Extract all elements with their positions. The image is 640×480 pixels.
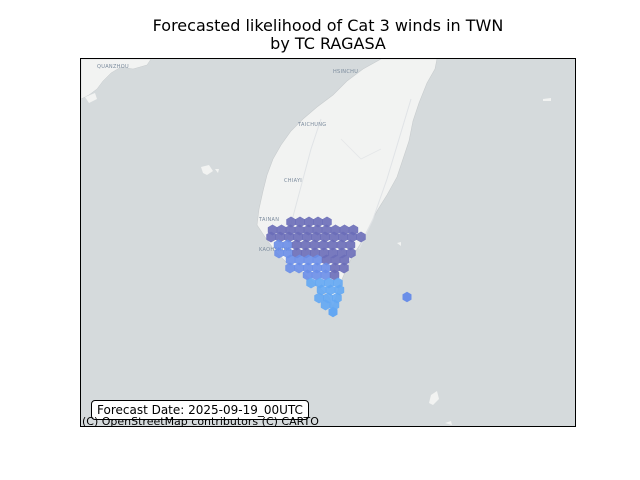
likelihood-hexbin-cell: [356, 231, 366, 243]
forecast-date-label: Forecast Date: 2025-09-19_00UTC: [91, 400, 309, 420]
likelihood-hexbin-layer: [266, 216, 412, 318]
road-line: [358, 98, 412, 250]
penghu-island: [201, 165, 213, 175]
city-label-hsinchu: HSINCHU: [333, 69, 358, 75]
chart-title-line-1: Forecasted likelihood of Cat 3 winds in …: [152, 16, 504, 35]
road-line: [340, 138, 382, 160]
city-label-quanzhou: QUANZHOU: [97, 64, 129, 70]
city-label-taichung: TAICHUNG: [297, 122, 327, 128]
islet-south: [445, 421, 452, 425]
map-attribution: (C) OpenStreetMap contributors (C) CARTO: [82, 415, 319, 428]
likelihood-hexbin-cell: [346, 247, 356, 259]
islet-east: [543, 98, 551, 101]
mainland-coast: [81, 59, 152, 100]
map-canvas: QUANZHOU HSINCHU TAICHUNG CHIAYI TAINAN …: [81, 59, 551, 425]
green-island: [397, 242, 401, 246]
city-label-chiayi: CHIAYI: [284, 178, 302, 184]
city-label-tainan: TAINAN: [258, 217, 279, 223]
map-frame[interactable]: QUANZHOU HSINCHU TAICHUNG CHIAYI TAINAN …: [80, 58, 576, 427]
likelihood-hexbin-cell: [402, 291, 412, 303]
penghu-islet: [215, 169, 219, 173]
likelihood-hexbin-cell: [328, 306, 338, 318]
chart-title-line-2: by TC RAGASA: [270, 34, 386, 53]
likelihood-hexbin-cell: [339, 262, 349, 274]
islet-south-east: [429, 391, 439, 405]
mainland-islet: [85, 93, 97, 103]
